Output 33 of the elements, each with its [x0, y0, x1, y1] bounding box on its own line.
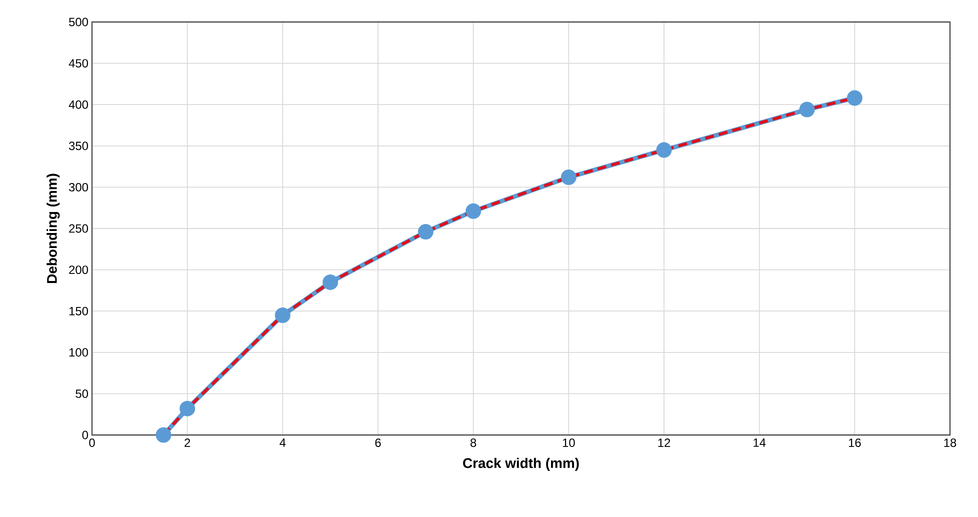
x-tick-label: 14	[754, 438, 766, 447]
point	[274, 307, 290, 323]
x-tick-label: 16	[848, 438, 861, 447]
point	[846, 90, 862, 106]
point	[418, 224, 434, 240]
x-tick-label: 18	[944, 438, 956, 447]
y-axis-title: Debonding (mm)	[46, 174, 60, 283]
x-tick-label: 12	[658, 438, 670, 447]
x-tick-label: 4	[280, 438, 286, 447]
y-tick-label: 500	[69, 18, 88, 26]
y-tick-label: 100	[69, 348, 88, 357]
x-tick-label: 2	[184, 438, 190, 447]
y-tick-label: 300	[68, 182, 88, 192]
point	[799, 102, 815, 118]
point	[656, 142, 672, 158]
x-tick-label: 0	[89, 438, 95, 447]
y-tick-label: 200	[69, 266, 88, 274]
point	[156, 427, 172, 443]
point	[466, 203, 482, 219]
point	[180, 400, 196, 416]
x-axis-title: Crack width (mm)	[463, 458, 579, 471]
y-tick-label: 0	[82, 430, 88, 440]
y-tick-label: 350	[68, 142, 88, 150]
y-tick-label: 150	[69, 306, 88, 316]
x-tick-label: 6	[375, 438, 381, 447]
y-tick-label: 450	[68, 59, 88, 68]
y-tick-label: 50	[76, 389, 88, 398]
x-tick-label: 10	[562, 438, 575, 447]
point	[322, 274, 338, 290]
point	[560, 170, 576, 186]
x-tick-label: 8	[470, 438, 476, 447]
y-tick-label: 250	[69, 224, 88, 233]
y-tick-label: 400	[68, 100, 88, 109]
